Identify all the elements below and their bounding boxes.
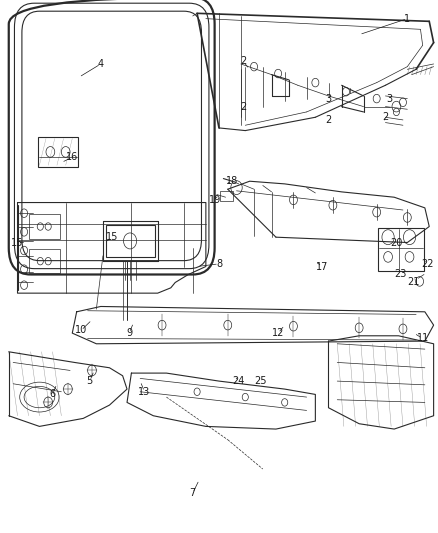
Text: 17: 17 — [316, 262, 328, 271]
Text: 2: 2 — [382, 112, 389, 122]
Text: 10: 10 — [75, 326, 87, 335]
Text: 19: 19 — [208, 195, 221, 205]
Text: 13: 13 — [138, 387, 151, 397]
Text: 3: 3 — [325, 94, 332, 103]
Text: 16: 16 — [66, 152, 78, 162]
Text: 24: 24 — [233, 376, 245, 386]
Text: 11: 11 — [417, 334, 429, 343]
Text: 23: 23 — [395, 270, 407, 279]
Text: 8: 8 — [216, 259, 222, 269]
Text: 7: 7 — [190, 488, 196, 498]
Text: 18: 18 — [226, 176, 238, 186]
Text: 1: 1 — [404, 14, 410, 23]
Text: 15: 15 — [11, 238, 24, 247]
Text: 22: 22 — [421, 259, 433, 269]
Text: 12: 12 — [272, 328, 284, 338]
Text: 2: 2 — [325, 115, 332, 125]
Text: 5: 5 — [87, 376, 93, 386]
Text: 4: 4 — [98, 59, 104, 69]
Text: 3: 3 — [387, 94, 393, 103]
Text: 2: 2 — [240, 56, 246, 66]
Text: 6: 6 — [49, 390, 56, 399]
Text: 9: 9 — [126, 328, 132, 338]
Text: 21: 21 — [408, 278, 420, 287]
Text: 20: 20 — [390, 238, 403, 247]
Text: 15: 15 — [106, 232, 118, 242]
Text: 2: 2 — [240, 102, 246, 111]
Text: 25: 25 — [254, 376, 267, 386]
